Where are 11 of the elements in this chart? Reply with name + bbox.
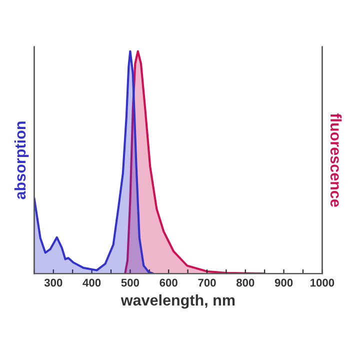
y2-axis-title: fluorescence: [330, 113, 342, 207]
x-axis-title: wavelength, nm: [120, 294, 235, 309]
x-tick-label: 1000: [310, 278, 334, 287]
x-tick-label: 600: [160, 278, 178, 287]
x-tick-label: 900: [274, 278, 293, 287]
x-tick-label: 300: [44, 278, 62, 287]
y-axis-title: absorption: [14, 122, 29, 200]
x-tick-label: 400: [82, 278, 101, 287]
x-tick-label: 500: [121, 278, 140, 287]
x-tick-label: 700: [198, 278, 216, 287]
x-tick-label: 800: [236, 278, 254, 287]
